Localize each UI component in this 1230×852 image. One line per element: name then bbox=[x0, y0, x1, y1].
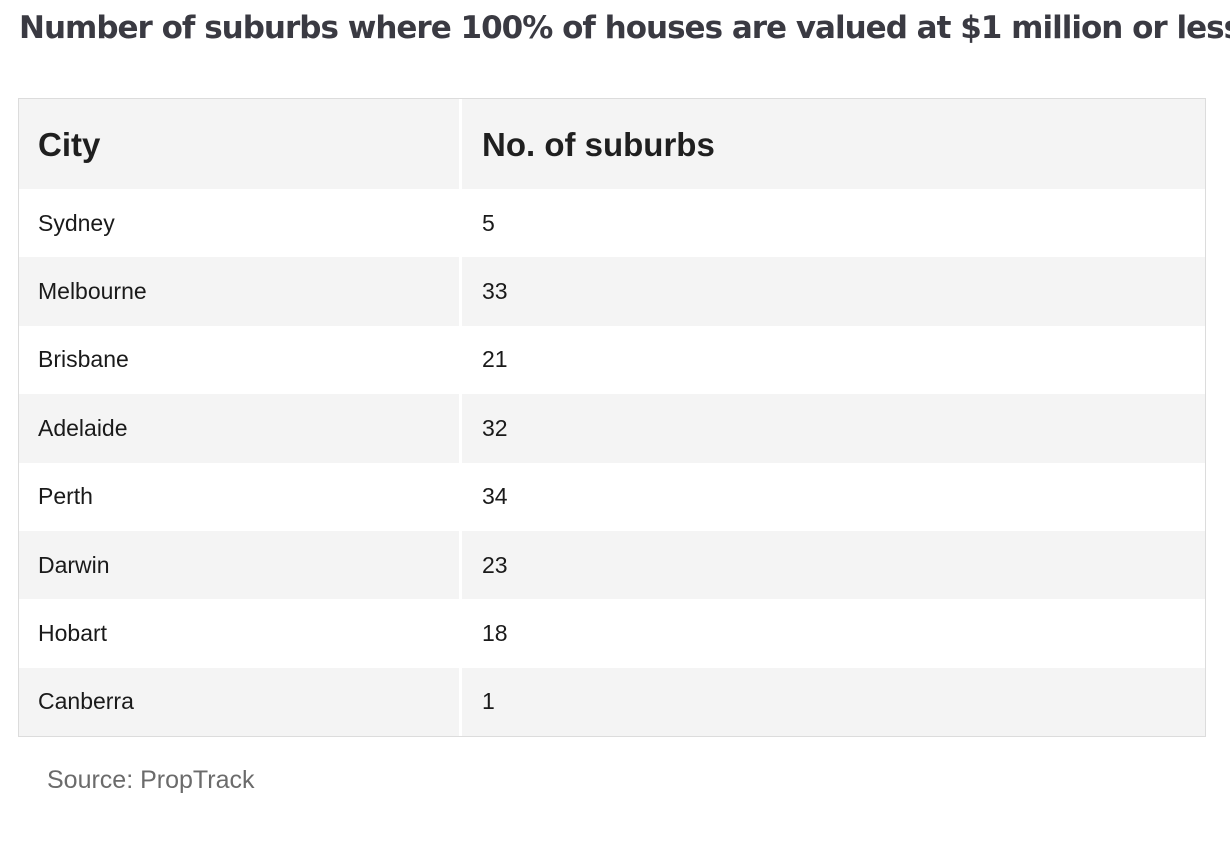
table-row: Canberra 1 bbox=[19, 667, 1205, 737]
table-row: Hobart 18 bbox=[19, 599, 1205, 668]
suburbs-count-cell: 32 bbox=[482, 414, 508, 441]
table-row: Brisbane 21 bbox=[19, 325, 1205, 395]
suburbs-count-cell: 34 bbox=[482, 483, 508, 510]
table-row: Sydney 5 bbox=[19, 189, 1205, 258]
city-cell: Brisbane bbox=[19, 325, 462, 395]
city-cell: Darwin bbox=[19, 530, 462, 600]
suburbs-count-cell: 1 bbox=[482, 688, 495, 715]
city-cell: Sydney bbox=[19, 189, 462, 258]
suburbs-table: City No. of suburbs Sydney 5 Melbourne 3… bbox=[18, 98, 1206, 737]
suburbs-count-cell: 33 bbox=[482, 278, 508, 305]
column-header-suburbs: No. of suburbs bbox=[482, 126, 715, 163]
table-header-row: City No. of suburbs bbox=[19, 99, 1205, 189]
city-cell: Adelaide bbox=[19, 394, 462, 463]
suburbs-count-cell: 21 bbox=[482, 346, 508, 373]
table-row: Melbourne 33 bbox=[19, 257, 1205, 326]
suburbs-count-cell: 5 bbox=[482, 209, 495, 236]
table-row: Adelaide 32 bbox=[19, 394, 1205, 463]
suburbs-count-cell: 23 bbox=[482, 551, 508, 578]
column-header-city: City bbox=[19, 99, 462, 189]
city-cell: Canberra bbox=[19, 667, 462, 737]
table-row: Perth 34 bbox=[19, 462, 1205, 531]
city-cell: Melbourne bbox=[19, 257, 462, 326]
city-cell: Hobart bbox=[19, 599, 462, 668]
source-note: Source: PropTrack bbox=[47, 766, 255, 794]
page-title: Number of suburbs where 100% of houses a… bbox=[19, 10, 1230, 46]
table-row: Darwin 23 bbox=[19, 530, 1205, 600]
city-cell: Perth bbox=[19, 462, 462, 531]
suburbs-count-cell: 18 bbox=[482, 620, 508, 647]
